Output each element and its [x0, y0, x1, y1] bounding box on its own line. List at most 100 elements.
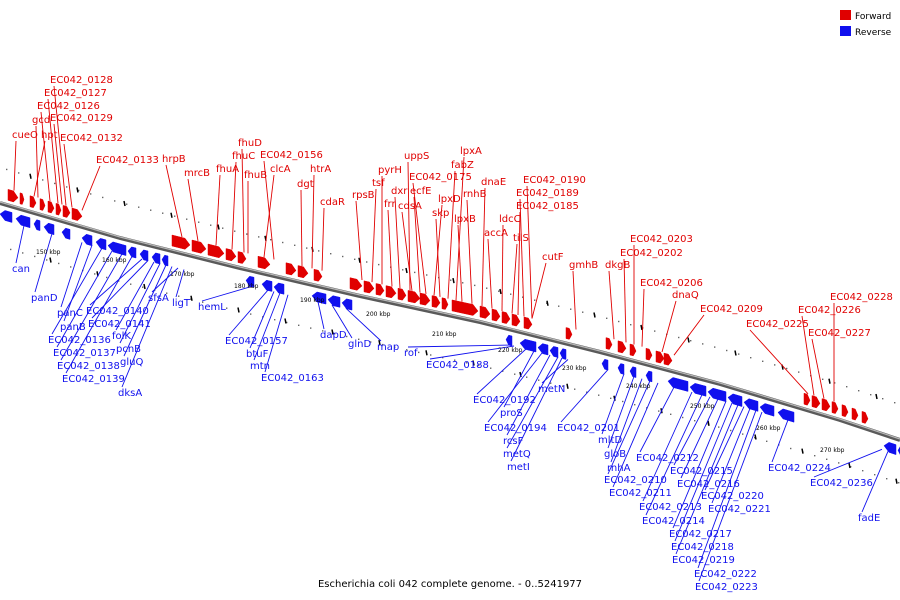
- forward-gene-label: dnaE: [481, 177, 506, 188]
- tick-dot: [882, 398, 884, 400]
- forward-leader-line: [435, 218, 441, 297]
- forward-leader-line: [215, 174, 221, 246]
- tick-dot: [838, 462, 840, 464]
- reverse-gene: [645, 370, 653, 383]
- forward-leader-line: [241, 148, 245, 253]
- tick-dot: [430, 354, 432, 356]
- forward-leader-line: [263, 174, 275, 258]
- tick-dot: [714, 346, 716, 348]
- reverse-gene-label: EC042_0188: [426, 360, 489, 371]
- tick-dot: [466, 362, 468, 364]
- forward-gene: [629, 343, 637, 357]
- tick-dot: [370, 341, 372, 343]
- forward-gene-label: rnhB: [463, 189, 487, 200]
- reverse-gene-label: EC042_0163: [261, 373, 324, 384]
- reverse-gene: [0, 210, 13, 223]
- major-tick: [707, 420, 710, 426]
- reverse-gene: [33, 219, 41, 231]
- reverse-leader-line: [51, 247, 103, 335]
- reverse-leader-line: [672, 401, 727, 529]
- reverse-leader-line: [60, 242, 83, 308]
- forward-gene-label: uppS: [404, 151, 429, 162]
- forward-gene: [821, 398, 831, 412]
- reverse-leader-line: [607, 380, 651, 475]
- kbp-tick-label: 160 kbp: [102, 257, 127, 264]
- forward-gene-labels: cueO hpt EC042_0126 EC042_0127 EC042_0128 EC0…: [12, 75, 893, 339]
- forward-gene: [645, 348, 653, 361]
- reverse-leader-line: [771, 419, 789, 463]
- forward-gene: [55, 203, 62, 216]
- tick-dot: [582, 311, 584, 313]
- kbp-tick-label: 220 kbp: [498, 347, 523, 354]
- reverse-gene-label: gluQ: [120, 357, 143, 368]
- tick-dot: [286, 321, 288, 324]
- forward-leader-line: [33, 140, 46, 197]
- reverse-gene-label: EC042_0138: [57, 361, 120, 372]
- forward-gene-label: clcA: [270, 164, 291, 175]
- reverse-gene: [707, 387, 727, 402]
- reverse-gene-label: proS: [500, 408, 523, 419]
- forward-leader-line: [801, 315, 815, 396]
- forward-gene: [171, 234, 191, 250]
- reverse-gene: [537, 343, 549, 356]
- forward-leader-line: [517, 211, 521, 316]
- reverse-gene-label: rcsF: [503, 436, 524, 447]
- tick-dot: [46, 259, 48, 261]
- tick-dot: [790, 447, 792, 450]
- reverse-gene-label: EC042_0192: [473, 395, 536, 406]
- tick-dot: [142, 286, 144, 288]
- tick-dot: [522, 296, 524, 298]
- tick-dot: [138, 206, 140, 208]
- reverse-gene: [727, 393, 743, 407]
- tick-dot: [102, 196, 104, 199]
- reverse-leader-line: [560, 369, 609, 423]
- reverse-gene-label: map: [377, 342, 399, 353]
- tick-dot: [478, 364, 480, 367]
- tick-dot: [598, 394, 600, 396]
- tick-dot: [258, 236, 260, 238]
- forward-gene-label: fabZ: [451, 160, 474, 171]
- tick-dot: [18, 172, 20, 174]
- forward-gene: [285, 262, 297, 276]
- forward-gene: [663, 352, 673, 366]
- forward-gene: [441, 297, 449, 310]
- tick-dot: [426, 274, 428, 276]
- reverse-leader-line: [680, 398, 719, 479]
- reverse-leader-line: [506, 356, 559, 449]
- tick-dot: [726, 349, 728, 352]
- forward-gene-label: ldcC: [499, 214, 521, 225]
- tick-dot: [450, 279, 452, 281]
- major-tick: [801, 448, 804, 454]
- forward-gene-label: lpxB: [454, 214, 476, 225]
- reverse-gene: [95, 238, 107, 251]
- major-tick: [640, 324, 643, 331]
- reverse-leader-line: [610, 378, 643, 463]
- reverse-gene: [139, 249, 149, 262]
- legend: Forward Reverse: [840, 10, 892, 38]
- tick-dot: [318, 250, 320, 252]
- tick-dot: [834, 382, 836, 384]
- kbp-tick-label: 180 kbp: [234, 283, 259, 290]
- reverse-gene: [81, 233, 93, 247]
- reverse-gene-label: EC042_0215: [670, 466, 733, 477]
- tick-dot: [262, 316, 264, 318]
- forward-gene-label: dkgB: [605, 260, 630, 271]
- genome-backbone: [0, 201, 900, 442]
- forward-gene-label: cdsA: [398, 201, 422, 212]
- forward-gene-label: mrcB: [184, 168, 210, 179]
- forward-gene: [831, 401, 839, 414]
- forward-leader-line: [311, 174, 315, 269]
- reverse-leader-line: [121, 266, 173, 388]
- reverse-gene: [327, 295, 341, 308]
- tick-dot: [646, 407, 648, 409]
- reverse-gene: [601, 359, 609, 371]
- tick-dot: [490, 367, 492, 369]
- forward-leader-line: [81, 165, 101, 211]
- reverse-leader-line: [151, 267, 179, 293]
- tick-dot: [634, 404, 636, 406]
- reverse-gene: [311, 291, 327, 305]
- tick-dot: [226, 307, 228, 309]
- forward-gene-label: dnaQ: [672, 290, 699, 301]
- reverse-gene: [689, 383, 707, 397]
- forward-leader-line: [487, 238, 493, 309]
